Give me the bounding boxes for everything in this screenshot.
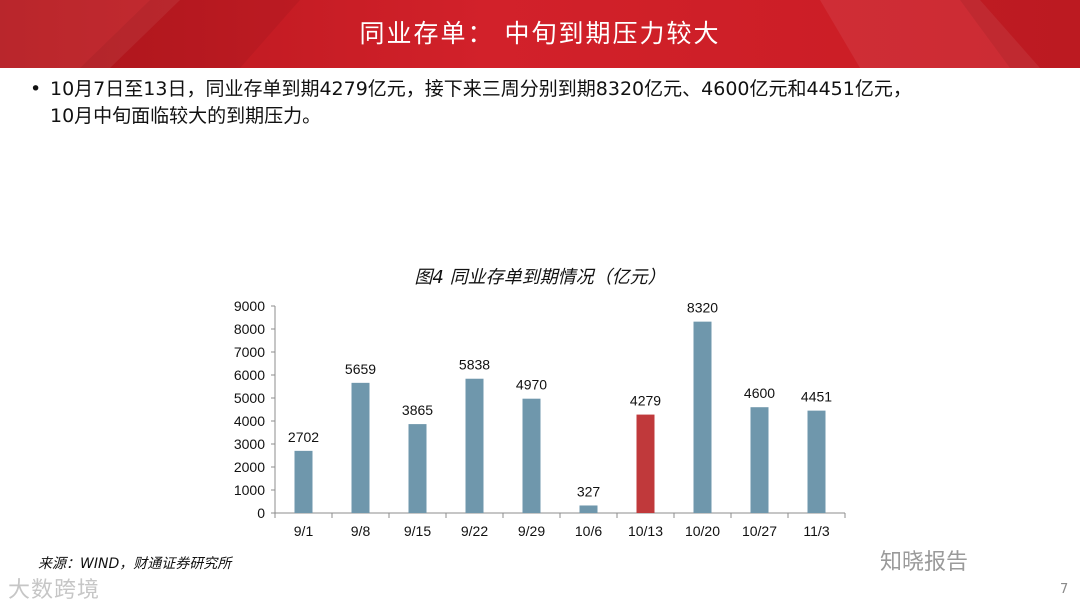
bar: [750, 407, 769, 513]
bullet-item: • 10月7日至13日，同业存单到期4279亿元，接下来三周分别到期8320亿元…: [30, 76, 1060, 130]
data-label: 327: [577, 483, 601, 499]
x-tick-label: 10/13: [628, 523, 663, 539]
y-tick-label: 6000: [234, 367, 265, 383]
data-label: 4970: [516, 377, 547, 393]
watermark-left: 大数跨境: [8, 578, 101, 603]
data-label: 5659: [345, 361, 376, 377]
x-tick-label: 9/8: [351, 523, 371, 539]
x-tick-label: 9/29: [518, 523, 545, 539]
chart-title: 图4 同业存单到期情况（亿元）: [414, 267, 666, 288]
y-tick-label: 1000: [234, 482, 265, 498]
data-label: 2702: [288, 429, 319, 445]
x-tick-label: 10/6: [575, 523, 602, 539]
bar: [465, 378, 484, 513]
y-tick-label: 0: [257, 505, 265, 521]
bullet-line-2: 10月中旬面临较大的到期压力。: [50, 105, 322, 127]
bullet-list: • 10月7日至13日，同业存单到期4279亿元，接下来三周分别到期8320亿元…: [30, 76, 1060, 130]
y-tick-label: 4000: [234, 413, 265, 429]
bullet-text: 10月7日至13日，同业存单到期4279亿元，接下来三周分别到期8320亿元、4…: [50, 76, 1060, 130]
bar: [351, 382, 370, 513]
bar: [693, 321, 712, 513]
data-label: 4451: [801, 389, 832, 405]
x-tick-label: 9/1: [294, 523, 314, 539]
data-label: 8320: [687, 300, 718, 316]
source-note: 来源：WIND，财通证券研究所: [38, 556, 232, 572]
page-number: 7: [1060, 582, 1069, 597]
bar: [636, 414, 655, 513]
bullet-line-1: 10月7日至13日，同业存单到期4279亿元，接下来三周分别到期8320亿元、4…: [50, 78, 912, 100]
x-tick-label: 10/27: [742, 523, 777, 539]
data-label: 3865: [402, 402, 433, 418]
bullet-dot: •: [30, 78, 42, 100]
x-tick-label: 10/20: [685, 523, 720, 539]
watermark-right: 知晓报告: [880, 550, 969, 575]
x-tick-label: 9/22: [461, 523, 488, 539]
bar: [408, 424, 427, 513]
bar: [579, 505, 598, 513]
header-decoration: [0, 0, 1080, 68]
data-label: 4600: [744, 385, 775, 401]
y-tick-label: 7000: [234, 344, 265, 360]
bar: [807, 410, 826, 513]
data-label: 5838: [459, 357, 490, 373]
x-tick-label: 11/3: [803, 523, 829, 539]
x-tick-label: 9/15: [404, 523, 431, 539]
data-label: 4279: [630, 393, 661, 409]
page-title: 同业存单： 中旬到期压力较大: [359, 19, 721, 48]
y-tick-label: 2000: [234, 459, 265, 475]
y-tick-label: 5000: [234, 390, 265, 406]
y-tick-label: 3000: [234, 436, 265, 452]
bar: [294, 450, 313, 513]
bar: [522, 398, 541, 513]
y-tick-label: 9000: [234, 298, 265, 314]
y-tick-label: 8000: [234, 321, 265, 337]
header-banner: 同业存单： 中旬到期压力较大: [0, 0, 1080, 68]
